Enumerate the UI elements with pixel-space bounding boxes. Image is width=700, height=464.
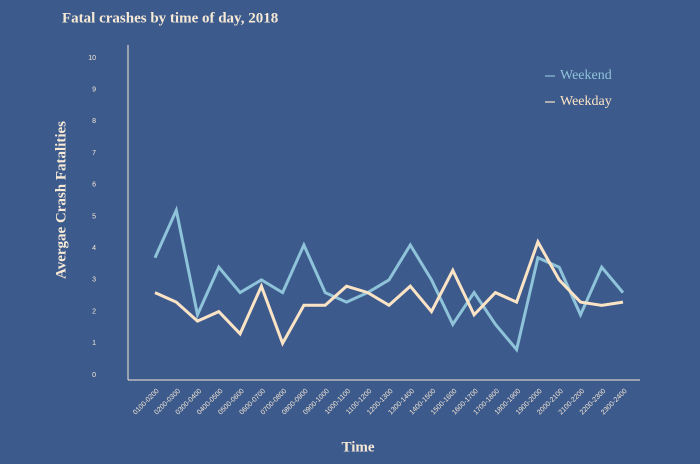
y-tick-label: 0 [92, 372, 96, 379]
y-tick-label: 8 [92, 118, 96, 125]
series-line [154, 238, 624, 347]
y-tick-label: 1 [92, 340, 96, 347]
chart-title: Fatal crashes by time of day, 2018 [62, 10, 278, 26]
y-tick-label: 5 [92, 213, 96, 220]
legend-label: Weekday [560, 94, 612, 109]
y-tick-label: 4 [92, 245, 96, 252]
legend-label: Weekend [560, 68, 612, 83]
y-tick-label: 3 [92, 277, 96, 284]
y-tick-label: 7 [92, 150, 96, 157]
y-axis-label: Avergae Crash Fatalities [53, 121, 69, 279]
y-tick-label: 2 [92, 308, 96, 315]
x-axis-label: Time [341, 439, 374, 455]
y-tick-label: 10 [88, 55, 96, 62]
y-tick-label: 6 [92, 182, 96, 189]
series-line [153, 205, 625, 353]
y-tick-label: 9 [92, 87, 96, 94]
